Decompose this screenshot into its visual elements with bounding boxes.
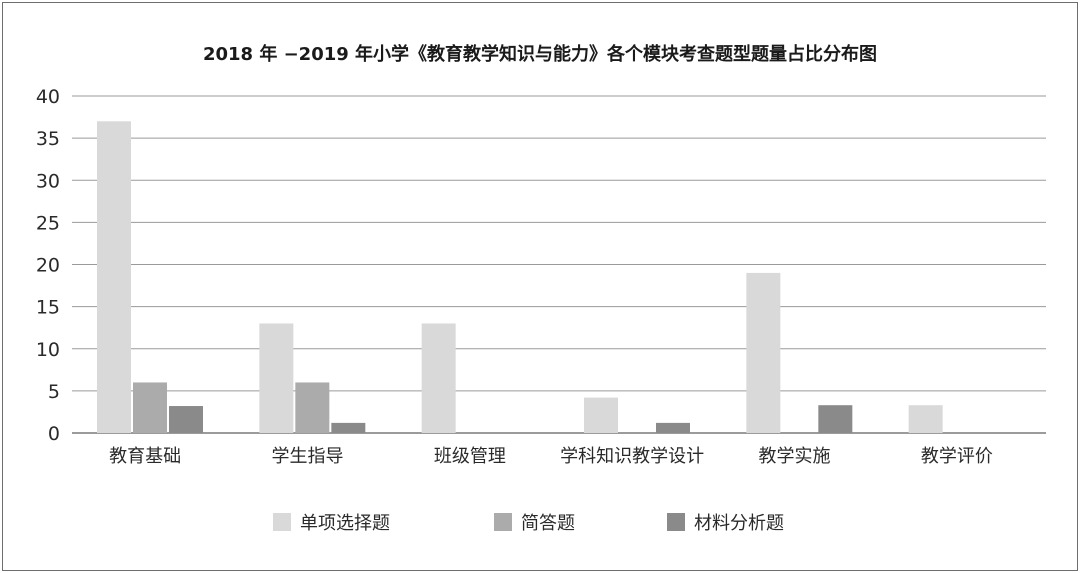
legend-swatch (667, 513, 685, 531)
bar-1-2 (331, 422, 366, 433)
bar-1-1 (295, 382, 330, 433)
bar-1-0 (259, 323, 294, 433)
bar-0-2 (169, 406, 203, 433)
y-tick-label: 35 (36, 128, 60, 150)
category-label: 班级管理 (434, 446, 506, 467)
y-tick-label: 30 (36, 170, 60, 192)
y-tick-label: 0 (48, 423, 60, 445)
bar-2-0 (421, 323, 456, 433)
legend-swatch (494, 513, 512, 531)
y-tick-label: 5 (48, 381, 60, 403)
bar-0-1 (133, 382, 167, 433)
category-label: 学科知识教学设计 (560, 446, 704, 467)
bar-5-0 (908, 405, 943, 433)
y-tick-label: 10 (36, 339, 60, 361)
gridlines (72, 95, 1046, 434)
y-axis-ticks: 0 5 10 15 20 25 30 35 40 (36, 86, 60, 445)
legend-label: 材料分析题 (694, 513, 784, 534)
category-label: 学生指导 (272, 446, 344, 467)
category-label: 教育基础 (109, 446, 181, 467)
bar-3-2 (656, 422, 690, 433)
y-tick-label: 15 (36, 297, 60, 319)
legend: 单项选择题 简答题 材料分析题 (273, 513, 784, 534)
bar-4-2 (818, 405, 853, 433)
y-tick-label: 25 (36, 212, 60, 234)
legend-label: 单项选择题 (300, 513, 390, 534)
legend-label: 简答题 (521, 513, 575, 534)
x-axis-categories: 教育基础 学生指导 班级管理 学科知识教学设计 教学实施 教学评价 (109, 446, 993, 467)
bar-4-0 (746, 272, 781, 433)
y-tick-label: 20 (36, 255, 60, 277)
bars (97, 121, 943, 434)
bar-3-0 (584, 397, 618, 433)
chart-title: 2018 年 −2019 年小学《教育教学知识与能力》各个模块考查题型题量占比分… (203, 43, 877, 65)
category-label: 教学评价 (921, 446, 993, 467)
y-tick-label: 40 (36, 86, 60, 108)
legend-swatch (273, 513, 291, 531)
category-label: 教学实施 (759, 446, 831, 467)
bar-0-0 (97, 121, 131, 434)
